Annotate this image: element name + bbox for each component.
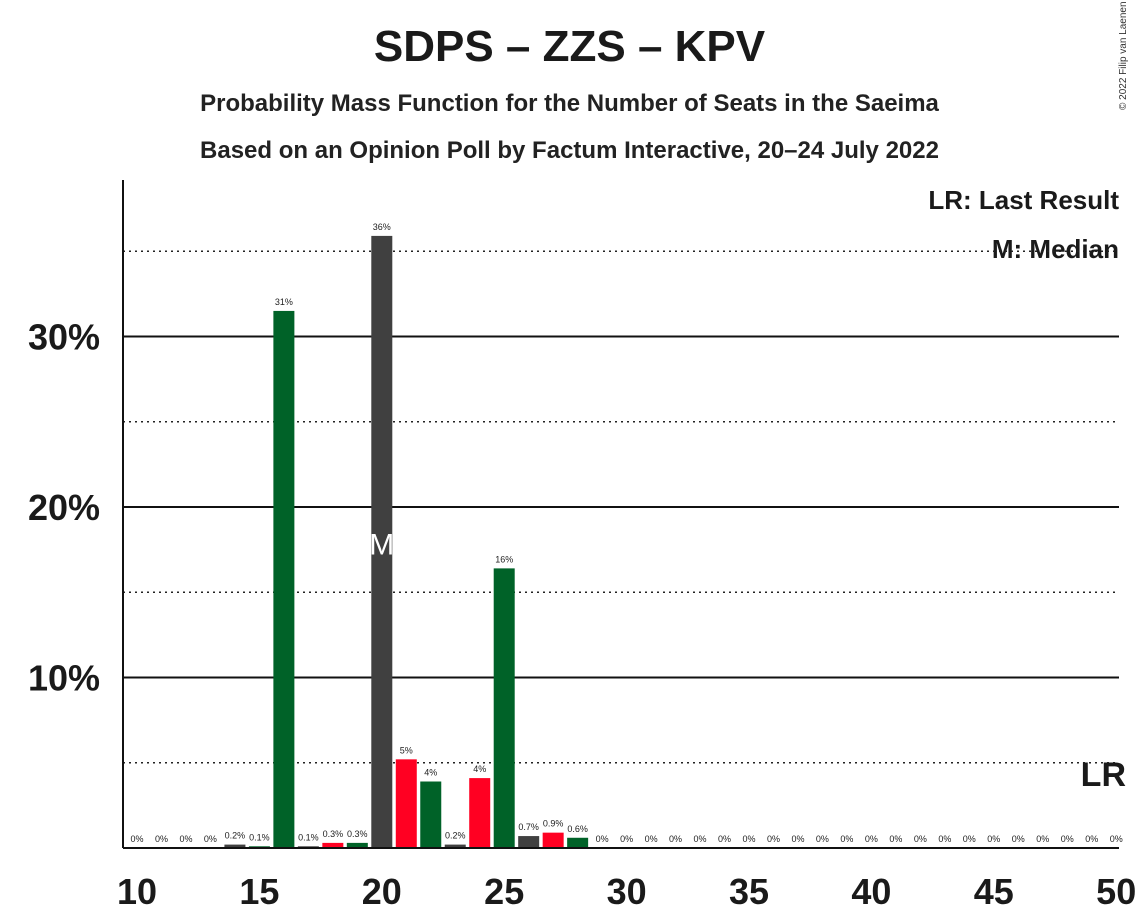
y-tick-label: 10% bbox=[28, 658, 100, 699]
bar-label: 0% bbox=[694, 834, 707, 844]
bar-label: 0% bbox=[130, 834, 143, 844]
bar-label: 0% bbox=[816, 834, 829, 844]
bar-label: 0% bbox=[204, 834, 217, 844]
bar-label: 0% bbox=[1036, 834, 1049, 844]
bar-seat-15 bbox=[224, 844, 246, 848]
x-tick-label: 25 bbox=[484, 871, 524, 912]
last-result-marker: LR bbox=[1081, 756, 1126, 794]
bar-label: 0% bbox=[963, 834, 976, 844]
bar-label: 4% bbox=[473, 764, 486, 774]
bar-label: 0% bbox=[840, 834, 853, 844]
legend-median: M: Median bbox=[991, 234, 1119, 264]
x-tick-label: 15 bbox=[239, 871, 279, 912]
legend-last-result: LR: Last Result bbox=[928, 185, 1119, 215]
x-tick-label: 40 bbox=[851, 871, 891, 912]
chart-subtitle-poll: Based on an Opinion Poll by Factum Inter… bbox=[200, 137, 939, 164]
bar-label: 0.7% bbox=[518, 822, 539, 832]
bar-label: 0.1% bbox=[298, 832, 319, 842]
bar-label: 4% bbox=[424, 768, 437, 778]
bar-label: 0.3% bbox=[323, 829, 344, 839]
bar-label: 0.9% bbox=[543, 819, 564, 829]
bar-seat-24 bbox=[444, 844, 466, 848]
bar-label: 0% bbox=[596, 834, 609, 844]
bar-label: 0% bbox=[1085, 834, 1098, 844]
bar-label: 0.1% bbox=[249, 832, 270, 842]
chart-title: SDPS – ZZS – KPV bbox=[373, 22, 766, 71]
x-tick-label: 10 bbox=[117, 871, 157, 912]
bar-label: 0% bbox=[179, 834, 192, 844]
bar-label: 0% bbox=[914, 834, 927, 844]
bar-seat-23 bbox=[420, 781, 442, 848]
chart-subtitle: Probability Mass Function for the Number… bbox=[200, 90, 939, 117]
bar-label: 5% bbox=[400, 745, 413, 755]
bar-label: 36% bbox=[373, 222, 391, 232]
bar-seat-19 bbox=[322, 842, 344, 848]
bar-label: 16% bbox=[495, 554, 513, 564]
bar-label: 31% bbox=[275, 297, 293, 307]
bar-label: 0.2% bbox=[225, 831, 246, 841]
bar-seat-27 bbox=[518, 836, 540, 848]
bar-label: 0% bbox=[669, 834, 682, 844]
bar-label: 0% bbox=[1061, 834, 1074, 844]
y-tick-label: 20% bbox=[28, 487, 100, 528]
bar-label: 0% bbox=[155, 834, 168, 844]
bar-label: 0.3% bbox=[347, 829, 368, 839]
bar-label: 0.6% bbox=[567, 824, 588, 834]
x-tick-label: 45 bbox=[974, 871, 1014, 912]
bar-label: 0% bbox=[889, 834, 902, 844]
bar-seat-21 bbox=[371, 235, 393, 848]
bar-seat-26 bbox=[493, 568, 515, 848]
bar-label: 0% bbox=[938, 834, 951, 844]
bar-seat-28 bbox=[542, 832, 564, 848]
x-tick-label: 30 bbox=[607, 871, 647, 912]
bar-label: 0% bbox=[718, 834, 731, 844]
bar-seat-29 bbox=[567, 837, 589, 848]
x-tick-label: 35 bbox=[729, 871, 769, 912]
median-marker: M bbox=[369, 529, 394, 562]
bar-label: 0% bbox=[742, 834, 755, 844]
x-tick-label: 50 bbox=[1096, 871, 1136, 912]
bar-label: 0% bbox=[791, 834, 804, 844]
bar-label: 0% bbox=[987, 834, 1000, 844]
x-tick-label: 20 bbox=[362, 871, 402, 912]
bar-seat-17 bbox=[273, 310, 295, 848]
bar-label: 0% bbox=[1110, 834, 1123, 844]
bar-seat-22 bbox=[395, 759, 417, 848]
bar-label: 0% bbox=[767, 834, 780, 844]
bar-label: 0% bbox=[645, 834, 658, 844]
bar-label: 0% bbox=[620, 834, 633, 844]
bar-label: 0% bbox=[865, 834, 878, 844]
bar-label: 0.2% bbox=[445, 831, 466, 841]
bar-label: 0% bbox=[1012, 834, 1025, 844]
bar-seat-25 bbox=[469, 778, 491, 848]
y-tick-label: 30% bbox=[28, 317, 100, 358]
bar-seat-20 bbox=[346, 842, 368, 848]
